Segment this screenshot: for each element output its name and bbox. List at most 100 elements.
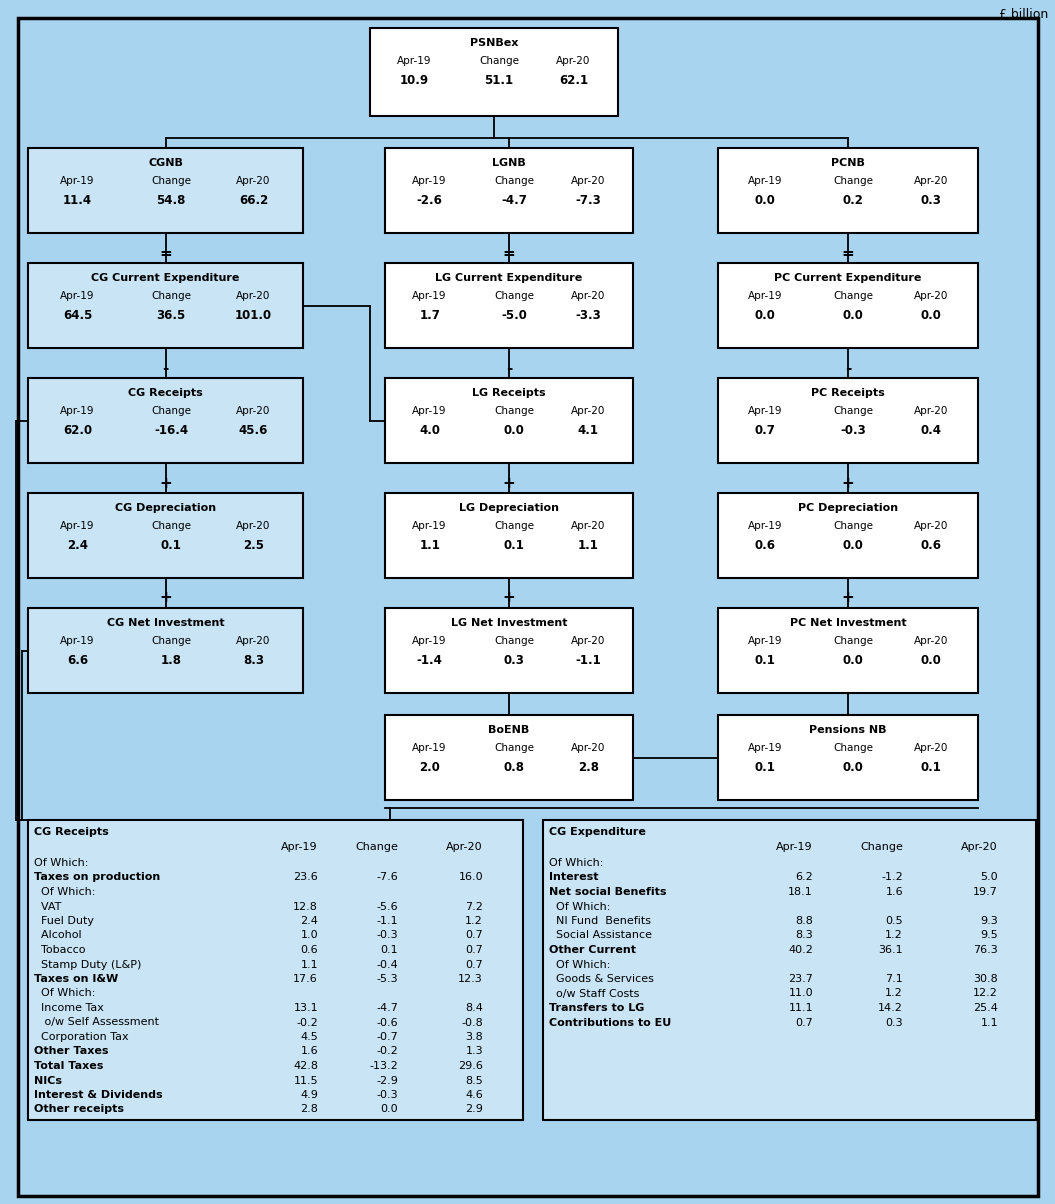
Text: Apr-19: Apr-19	[748, 743, 782, 752]
Text: =: =	[159, 246, 172, 260]
Bar	[385, 608, 633, 694]
Text: Change: Change	[494, 521, 534, 531]
Text: 29.6: 29.6	[458, 1061, 483, 1072]
Text: -0.3: -0.3	[377, 1090, 398, 1100]
Text: 0.1: 0.1	[921, 761, 942, 774]
Text: CG Receipts: CG Receipts	[34, 827, 109, 837]
Text: 0.0: 0.0	[381, 1104, 398, 1115]
Text: 1.3: 1.3	[465, 1046, 483, 1056]
Text: CG Depreciation: CG Depreciation	[115, 503, 216, 513]
Text: CG Receipts: CG Receipts	[128, 388, 203, 399]
Text: Fuel Duty: Fuel Duty	[34, 916, 94, 926]
Text: 2.4: 2.4	[300, 916, 318, 926]
Text: 1.6: 1.6	[885, 887, 903, 897]
Text: LG Depreciation: LG Depreciation	[459, 503, 559, 513]
Text: Change: Change	[356, 842, 398, 852]
Text: Apr-20: Apr-20	[571, 176, 606, 185]
Text: 13.1: 13.1	[293, 1003, 318, 1013]
Text: Apr-20: Apr-20	[571, 636, 606, 647]
Text: 3.8: 3.8	[465, 1032, 483, 1041]
Text: 0.1: 0.1	[754, 761, 775, 774]
Text: Apr-19: Apr-19	[413, 636, 447, 647]
Text: Of Which:: Of Which:	[34, 858, 89, 868]
Text: 0.0: 0.0	[843, 761, 864, 774]
Text: Total Taxes: Total Taxes	[34, 1061, 103, 1072]
Text: Apr-19: Apr-19	[398, 57, 431, 66]
Text: -0.4: -0.4	[377, 960, 398, 969]
Text: Change: Change	[151, 291, 191, 301]
Text: 1.7: 1.7	[419, 309, 440, 321]
Text: 4.6: 4.6	[465, 1090, 483, 1100]
Text: 4.9: 4.9	[300, 1090, 318, 1100]
Text: 11.1: 11.1	[788, 1003, 813, 1013]
Text: 66.2: 66.2	[238, 194, 268, 207]
Text: 1.6: 1.6	[301, 1046, 318, 1056]
Text: 2.8: 2.8	[578, 761, 599, 774]
Text: 1.2: 1.2	[885, 931, 903, 940]
Text: 0.0: 0.0	[843, 654, 864, 667]
Text: Change: Change	[833, 636, 874, 647]
Text: -13.2: -13.2	[369, 1061, 398, 1072]
Text: 62.0: 62.0	[63, 424, 92, 437]
Bar	[718, 715, 978, 799]
Bar	[718, 262, 978, 348]
Text: Apr-19: Apr-19	[748, 636, 782, 647]
Text: 0.2: 0.2	[843, 194, 864, 207]
Bar	[28, 608, 303, 694]
Text: Apr-20: Apr-20	[556, 57, 591, 66]
Text: CG Net Investment: CG Net Investment	[107, 618, 225, 628]
Text: 12.3: 12.3	[458, 974, 483, 984]
Text: Contributions to EU: Contributions to EU	[549, 1017, 671, 1027]
Text: Apr-19: Apr-19	[60, 176, 95, 185]
Text: 2.9: 2.9	[465, 1104, 483, 1115]
Text: 9.3: 9.3	[980, 916, 998, 926]
Text: -7.3: -7.3	[575, 194, 601, 207]
Text: Of Which:: Of Which:	[34, 887, 95, 897]
Text: Apr-19: Apr-19	[413, 291, 447, 301]
Text: 1.1: 1.1	[980, 1017, 998, 1027]
Text: -0.2: -0.2	[377, 1046, 398, 1056]
Text: Apr-19: Apr-19	[413, 406, 447, 417]
Text: 0.7: 0.7	[754, 424, 775, 437]
Text: +: +	[502, 590, 516, 606]
Text: 0.6: 0.6	[754, 539, 775, 551]
Bar	[28, 378, 303, 464]
Bar	[718, 492, 978, 578]
Text: 0.0: 0.0	[503, 424, 524, 437]
Text: Of Which:: Of Which:	[34, 988, 95, 998]
Text: BoENB: BoENB	[488, 725, 530, 734]
Text: Change: Change	[833, 743, 874, 752]
Text: 0.6: 0.6	[301, 945, 318, 955]
Text: 0.0: 0.0	[843, 309, 864, 321]
Text: Transfers to LG: Transfers to LG	[549, 1003, 645, 1013]
Text: 17.6: 17.6	[293, 974, 318, 984]
Text: Change: Change	[860, 842, 903, 852]
Text: 0.8: 0.8	[503, 761, 524, 774]
Text: +: +	[159, 476, 172, 490]
Text: PC Receipts: PC Receipts	[811, 388, 885, 399]
Text: 2.4: 2.4	[68, 539, 88, 551]
Text: -4.7: -4.7	[377, 1003, 398, 1013]
Text: -0.7: -0.7	[377, 1032, 398, 1041]
Text: 4.1: 4.1	[578, 424, 599, 437]
Text: 0.3: 0.3	[503, 654, 524, 667]
Text: Other receipts: Other receipts	[34, 1104, 124, 1115]
Bar	[28, 148, 303, 234]
Text: 18.1: 18.1	[788, 887, 813, 897]
Text: Alcohol: Alcohol	[34, 931, 81, 940]
Text: 4.0: 4.0	[419, 424, 440, 437]
Text: 2.5: 2.5	[243, 539, 264, 551]
Text: 1.1: 1.1	[419, 539, 440, 551]
Bar	[28, 820, 523, 1120]
Text: 8.3: 8.3	[795, 931, 813, 940]
Text: +: +	[159, 590, 172, 606]
Text: Apr-20: Apr-20	[914, 521, 948, 531]
Text: 11.0: 11.0	[788, 988, 813, 998]
Text: Apr-19: Apr-19	[60, 521, 95, 531]
Text: -: -	[162, 360, 169, 376]
Bar	[385, 378, 633, 464]
Text: 8.3: 8.3	[243, 654, 264, 667]
Bar	[718, 378, 978, 464]
Bar	[385, 492, 633, 578]
Text: Change: Change	[151, 636, 191, 647]
